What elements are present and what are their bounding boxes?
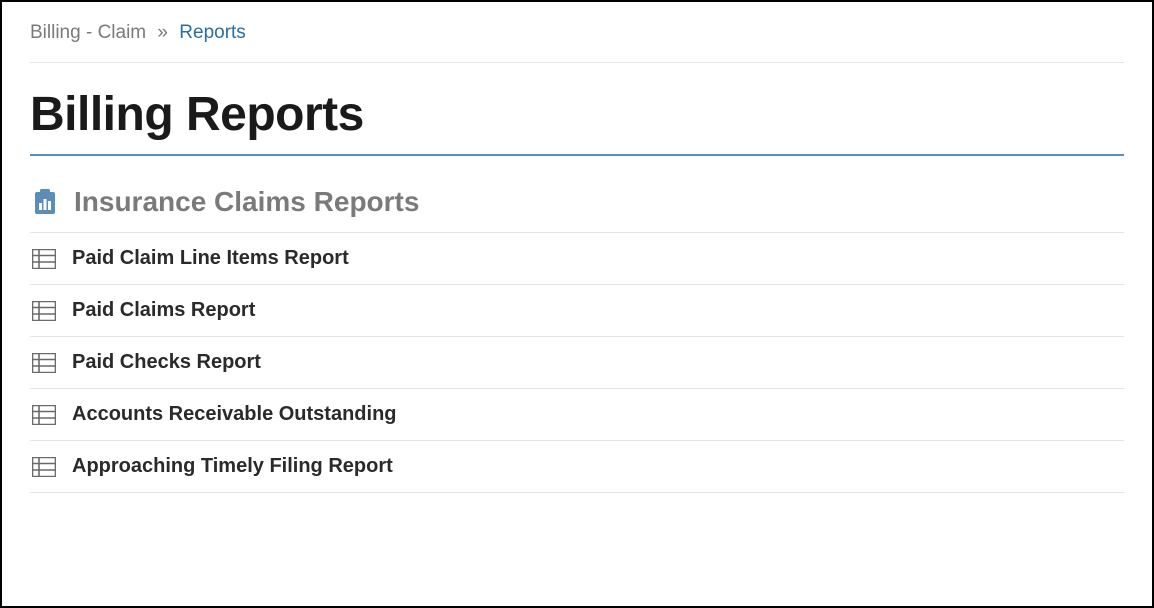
breadcrumb: Billing - Claim » Reports [30,22,1124,63]
report-item-paid-checks[interactable]: Paid Checks Report [30,337,1124,389]
report-label: Approaching Timely Filing Report [72,455,393,478]
page-title: Billing Reports [30,87,1124,156]
report-item-approaching-timely-filing[interactable]: Approaching Timely Filing Report [30,441,1124,493]
table-icon [32,301,56,321]
report-label: Accounts Receivable Outstanding [72,403,397,426]
breadcrumb-current[interactable]: Reports [179,22,246,43]
report-label: Paid Claim Line Items Report [72,247,349,270]
table-icon [32,457,56,477]
section-title: Insurance Claims Reports [74,186,419,218]
report-label: Paid Checks Report [72,351,261,374]
breadcrumb-parent[interactable]: Billing - Claim [30,22,146,43]
section-header: Insurance Claims Reports [30,176,1124,233]
report-item-paid-claims[interactable]: Paid Claims Report [30,285,1124,337]
table-icon [32,405,56,425]
report-label: Paid Claims Report [72,299,255,322]
table-icon [32,249,56,269]
report-item-accounts-receivable[interactable]: Accounts Receivable Outstanding [30,389,1124,441]
report-item-paid-claim-line-items[interactable]: Paid Claim Line Items Report [30,233,1124,285]
table-icon [32,353,56,373]
clipboard-chart-icon [32,189,58,215]
breadcrumb-separator: » [157,22,168,43]
